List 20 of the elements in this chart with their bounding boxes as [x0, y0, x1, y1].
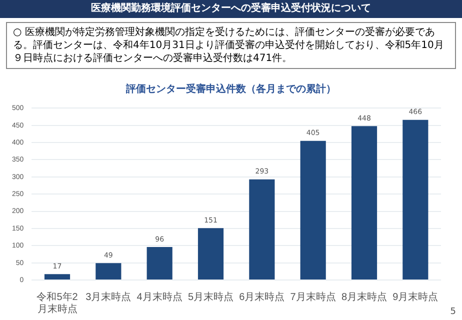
text: 5 [450, 307, 456, 317]
x-tick-label: 4月末時点 [136, 290, 182, 303]
x-tick-label: 5月末時点 [188, 290, 234, 303]
x-tick-label: 3月末時点 [86, 290, 132, 303]
text: 医療機関勤務環境評価センターへの受審申込受付状況について [0, 0, 462, 18]
text: ○ 医療機関が特定労務管理対象機関の指定を受けるためには、評価センターの受審が必要である。評価センターは、令和4年10月31日より評価受審の申込受付を開始しており、令和5年10月９日時点における評価センターへの受審申込受付数は471件。 [6, 22, 456, 69]
bar [300, 140, 326, 280]
x-tick-label: 7月末時点 [290, 290, 336, 303]
bar [44, 274, 70, 280]
bar [198, 228, 224, 280]
x-tick-label: 6月末時点 [239, 290, 285, 303]
x-tick-label: 9月末時点 [392, 290, 438, 303]
bar [146, 247, 172, 280]
chart-title: 評価センター受審申込件数（各月までの累計） [124, 82, 337, 96]
bar [351, 126, 378, 280]
bar [402, 120, 428, 280]
x-tick-label: 令和5年2月末時点 [36, 290, 78, 315]
bar [249, 179, 275, 280]
bar [96, 263, 122, 280]
x-tick-label: 8月末時点 [341, 290, 388, 303]
